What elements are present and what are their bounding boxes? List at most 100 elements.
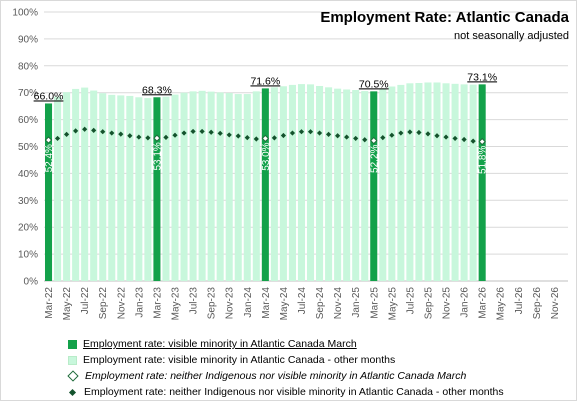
bar-other-month [135, 97, 143, 281]
y-tick-label: 10% [18, 250, 38, 261]
marker-march [478, 137, 486, 146]
x-tick-label: Mar-23 [152, 287, 163, 319]
bar-other-month [54, 96, 62, 281]
legend-item-nivm-march: Employment rate: neither Indigenous nor … [67, 368, 504, 384]
bar-other-month [216, 92, 224, 281]
bar-other-month [325, 87, 333, 281]
marker-other-month [335, 133, 341, 139]
marker-other-month [181, 130, 187, 136]
marker-other-month [235, 133, 241, 139]
marker-other-month [145, 135, 151, 141]
x-tick-label: Nov-23 [225, 287, 236, 320]
x-tick-label: Jul-22 [80, 287, 91, 315]
marker-other-month [91, 127, 97, 133]
x-tick-label: May-26 [496, 287, 507, 321]
x-tick-label: May-22 [62, 287, 73, 321]
bar-other-month [306, 84, 315, 282]
bar-other-month [81, 87, 89, 282]
chart-title: Employment Rate: Atlantic Canada [320, 9, 569, 26]
marker-other-month [289, 130, 296, 136]
marker-other-month [190, 128, 196, 135]
y-tick-label: 80% [18, 61, 38, 72]
legend-item-vm-other: Employment rate: visible minority in Atl… [68, 352, 504, 368]
marker-other-month [127, 133, 133, 139]
bar-other-month [424, 82, 432, 281]
x-tick-label: Sep-24 [315, 287, 326, 320]
marker-other-month [443, 134, 449, 140]
marker-other-month [407, 129, 413, 135]
x-tick-label: Jul-25 [405, 287, 416, 315]
marker-other-month [452, 135, 458, 142]
marker-other-month [353, 135, 359, 142]
y-tick-label: 50% [18, 142, 38, 153]
bar-other-month [144, 98, 152, 281]
y-tick-label: 60% [18, 115, 38, 126]
x-tick-label: May-24 [279, 287, 290, 321]
chart-subtitle: not seasonally adjusted [454, 30, 569, 42]
bar-other-month [234, 94, 242, 281]
x-tick-label: Sep-26 [532, 287, 543, 320]
marker-data-label: 51.8% [478, 146, 489, 174]
bar-other-month [72, 88, 80, 282]
bar-data-label: 68.3% [142, 84, 172, 96]
bar-other-month [171, 94, 179, 281]
marker-other-month [109, 130, 115, 136]
marker-other-month [362, 137, 368, 143]
bar-march [153, 97, 161, 281]
x-tick-label: Mar-26 [478, 287, 489, 319]
legend-label: Employment rate: visible minority in Atl… [83, 354, 396, 366]
marker-other-month [63, 131, 70, 137]
marker-other-month [136, 134, 142, 140]
marker-other-month [398, 130, 404, 136]
bar-other-month [198, 90, 206, 281]
marker-other-month [416, 129, 422, 136]
bar-other-month [279, 86, 287, 281]
marker-other-month [226, 132, 232, 138]
bar-other-month [189, 91, 197, 281]
legend-item-nivm-other: Employment rate: neither Indigenous nor … [68, 384, 504, 400]
chart-legend: Employment rate: visible minority in Atl… [67, 336, 504, 400]
marker-march [370, 136, 378, 145]
x-tick-label: Jan-26 [460, 287, 471, 318]
y-tick-label: 20% [18, 223, 38, 234]
y-tick-label: 70% [18, 88, 38, 99]
x-tick-label: Jul-24 [297, 287, 308, 315]
marker-other-month [118, 131, 124, 137]
bar-other-month [433, 82, 441, 281]
x-tick-label: Jul-23 [189, 287, 200, 315]
bar-other-month [126, 95, 134, 281]
marker-data-label: 52.4% [44, 144, 55, 172]
x-tick-label: Mar-22 [44, 287, 55, 319]
marker-other-month [244, 135, 250, 141]
marker-other-month [163, 134, 169, 140]
bar-other-month [90, 90, 98, 281]
marker-data-label: 52.2% [369, 144, 380, 172]
legend-swatch-open-diamond [67, 370, 79, 382]
marker-march [261, 134, 270, 143]
legend-item-vm-march: Employment rate: visible minority in Atl… [68, 336, 504, 352]
x-tick-label: Sep-22 [98, 287, 109, 320]
x-tick-label: May-25 [387, 287, 398, 321]
x-tick-label: Nov-25 [442, 287, 453, 320]
bar-march [478, 84, 486, 282]
bar-other-month [297, 84, 306, 281]
legend-swatch-dark-bar [68, 339, 77, 349]
bar-other-month [162, 96, 170, 281]
bar-other-month [270, 87, 278, 281]
bar-other-month [108, 94, 116, 282]
marker-other-month [208, 129, 214, 135]
bar-data-label: 66.0% [34, 90, 64, 102]
bar-other-month [379, 88, 387, 281]
x-tick-label: Jul-26 [514, 287, 525, 315]
marker-data-label: 53.1% [152, 142, 163, 170]
bar-other-month [334, 88, 342, 281]
bar-other-month [352, 90, 360, 281]
bar-other-month [288, 84, 296, 281]
bar-other-month [117, 95, 125, 281]
bar-other-month [225, 92, 233, 282]
bar-other-month [243, 94, 251, 281]
bar-other-month [415, 83, 423, 282]
bar-other-month [180, 92, 188, 281]
bar-other-month [442, 83, 450, 281]
marker-other-month [280, 132, 287, 139]
